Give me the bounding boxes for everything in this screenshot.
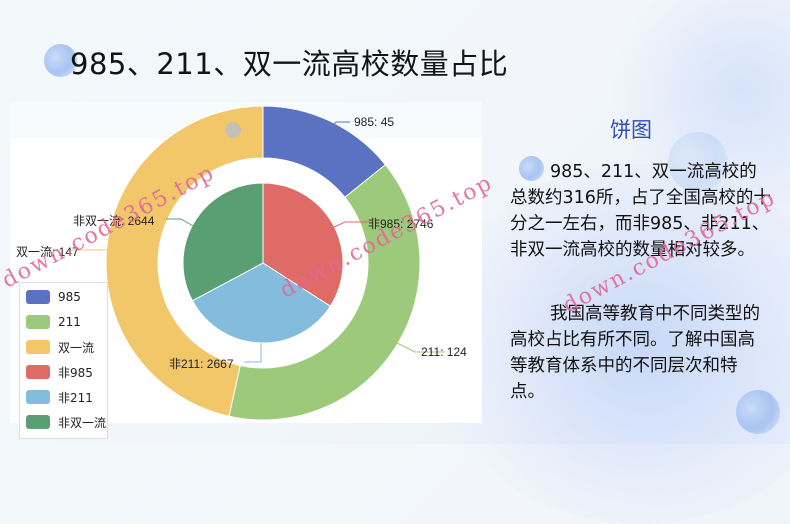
legend-swatch: [26, 365, 50, 379]
paragraph-1-text: 985、211、双一流高校的总数约316所，占了全国高校的十分之一左右，而非98…: [510, 162, 771, 260]
legend-label: 非985: [58, 365, 93, 380]
legend-label: 211: [58, 315, 81, 329]
label-211: 211: 124: [421, 345, 467, 359]
leader-line-985: [325, 121, 350, 136]
legend-item-211[interactable]: 211: [26, 315, 81, 329]
inner-pie: [182, 182, 344, 344]
legend-swatch: [26, 415, 50, 429]
leader-line-fei211: [244, 343, 262, 363]
legend-label: 985: [58, 290, 81, 304]
slice-非双一流[interactable]: [182, 182, 264, 302]
paragraph-2: 我国高等教育中不同类型的高校占比有所不同。了解中国高等教育体系中的不同层次和特点…: [510, 301, 772, 405]
legend-label: 双一流: [58, 340, 95, 355]
legend-item-fei985[interactable]: 非985: [26, 365, 93, 380]
label-fei985: 非985: 2746: [368, 217, 434, 231]
paragraph-2-text: 我国高等教育中不同类型的高校占比有所不同。了解中国高等教育体系中的不同层次和特点…: [510, 304, 760, 402]
bubble-decoration: [668, 132, 728, 192]
title-bubble-decoration: [44, 44, 77, 77]
label-shuangyiliu: 双一流: 147: [16, 245, 79, 259]
legend-swatch: [26, 315, 50, 329]
legend-label: 非211: [58, 390, 93, 405]
legend-swatch: [26, 390, 50, 404]
outer-donut-ring: [105, 105, 421, 421]
side-heading: 饼图: [610, 118, 652, 142]
legend-swatch: [26, 290, 50, 304]
label-985: 985: 45: [354, 115, 395, 129]
label-fei211: 非211: 2667: [169, 357, 234, 371]
slice-非211[interactable]: [191, 262, 332, 344]
leader-line-fei985: [329, 221, 370, 230]
paragraph-bubble-decoration: [519, 156, 544, 181]
slice-双一流[interactable]: [105, 105, 264, 417]
slice-211[interactable]: [228, 164, 421, 421]
bubble-decoration: [736, 390, 780, 434]
legend-item-shuangyiliu[interactable]: 双一流: [26, 340, 95, 355]
decorative-dot: [225, 122, 241, 138]
page-title: 985、211、双一流高校数量占比: [70, 47, 509, 81]
chart-legend: 985 211 双一流 非985 非211 非双一流: [19, 282, 108, 439]
legend-item-feishuangyiliu[interactable]: 非双一流: [26, 415, 107, 430]
legend-label: 非双一流: [58, 415, 107, 430]
legend-swatch: [26, 340, 50, 354]
label-feishuangyiliu: 非双一流: 2644: [73, 214, 155, 228]
legend-item-fei211[interactable]: 非211: [26, 390, 93, 405]
paragraph-1: 985、211、双一流高校的总数约316所，占了全国高校的十分之一左右，而非98…: [510, 159, 772, 263]
leader-line-211: [396, 342, 445, 353]
legend-item-985[interactable]: 985: [26, 290, 81, 304]
pie-chart: [70, 105, 445, 421]
leader-line-feishuangyiliu: [166, 218, 194, 227]
